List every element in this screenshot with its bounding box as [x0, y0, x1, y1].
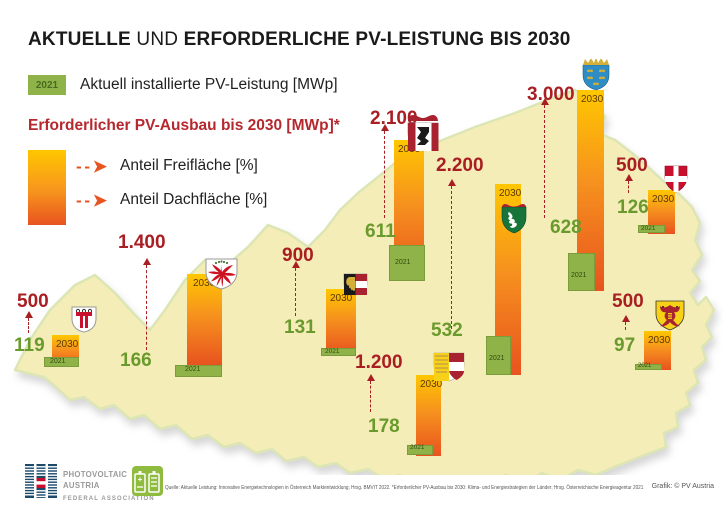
svg-text:+: +: [138, 475, 143, 484]
